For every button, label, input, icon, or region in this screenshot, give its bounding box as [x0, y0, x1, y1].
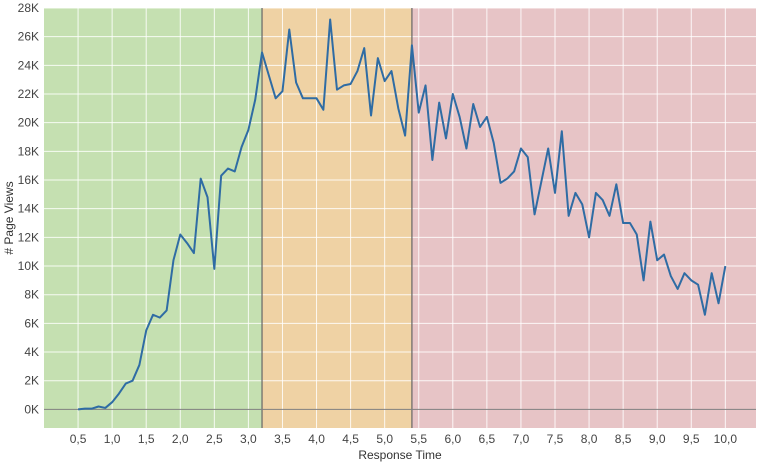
y-axis-label: # Page Views — [2, 181, 16, 254]
response-time-bands — [44, 8, 756, 428]
y-tick-label: 6K — [24, 316, 39, 330]
x-tick-label: 5,0 — [376, 432, 393, 446]
page-views-line — [77, 18, 727, 411]
x-tick-label: 0,5 — [70, 432, 87, 446]
band-0 — [44, 8, 263, 428]
y-tick-label: 0K — [24, 402, 39, 416]
x-tick-label: 7,0 — [513, 432, 530, 446]
x-tick-label: 8,5 — [615, 432, 632, 446]
x-tick-label: 7,5 — [547, 432, 564, 446]
y-axis-ticks: 0K 2K 4K 6K 8K 10K 12K 14K 16K 18K 20K 22K 24K 26K 28K — [18, 1, 39, 416]
x-axis-ticks: 0,5 1,0 1,5 2,0 2,5 3,0 3,5 4,0 4,5 5,0 5,5 6,0 6,5 7… — [70, 432, 738, 446]
y-tick-label: 28K — [18, 1, 39, 15]
y-tick-label: 22K — [18, 87, 39, 101]
y-tick-label: 14K — [18, 202, 39, 216]
band-2 — [411, 8, 756, 428]
x-tick-label: 9,5 — [683, 432, 700, 446]
y-tick-label: 8K — [24, 288, 39, 302]
y-tick-label: 26K — [18, 30, 39, 44]
x-tick-label: 4,0 — [308, 432, 325, 446]
x-axis-label: Response Time — [358, 448, 442, 462]
x-tick-label: 1,5 — [138, 432, 155, 446]
x-tick-label: 8,0 — [581, 432, 598, 446]
y-tick-label: 24K — [18, 58, 39, 72]
y-tick-label: 16K — [18, 173, 39, 187]
x-tick-label: 6,5 — [479, 432, 496, 446]
y-tick-label: 4K — [24, 345, 39, 359]
x-tick-label: 10,0 — [714, 432, 738, 446]
x-tick-label: 1,0 — [104, 432, 121, 446]
y-tick-label: 20K — [18, 116, 39, 130]
y-tick-label: 2K — [24, 374, 39, 388]
x-tick-label: 5,5 — [410, 432, 427, 446]
y-tick-label: 10K — [18, 259, 39, 273]
y-tick-label: 12K — [18, 230, 39, 244]
y-tick-label: 18K — [18, 144, 39, 158]
x-tick-label: 3,0 — [240, 432, 257, 446]
x-tick-label: 3,5 — [274, 432, 291, 446]
x-tick-label: 2,5 — [206, 432, 223, 446]
x-tick-label: 9,0 — [649, 432, 666, 446]
x-tick-label: 4,5 — [342, 432, 359, 446]
x-tick-label: 6,0 — [444, 432, 461, 446]
band-boundaries — [261, 8, 413, 428]
x-tick-label: 2,0 — [172, 432, 189, 446]
